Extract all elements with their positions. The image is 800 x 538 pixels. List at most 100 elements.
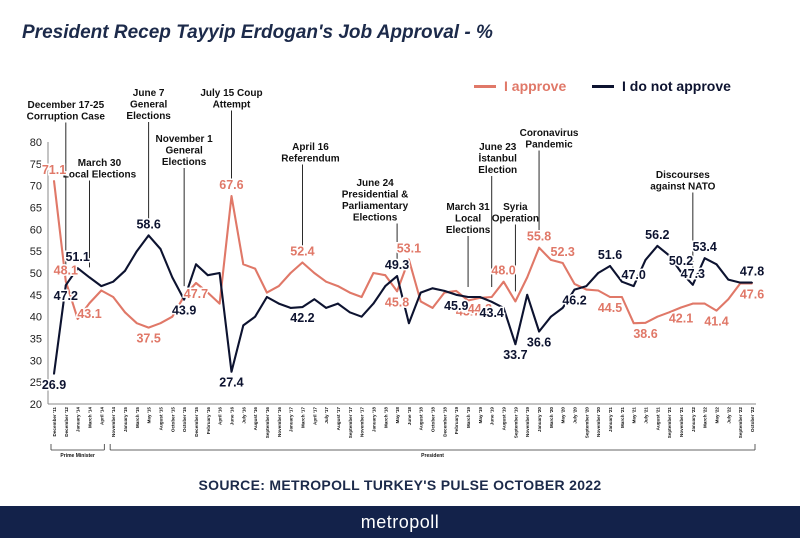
x-tick-label: January '18 <box>371 407 376 433</box>
x-tick-label: October '15 <box>170 407 175 433</box>
annotation-text: Election <box>478 165 517 176</box>
data-point-disapprove <box>254 315 257 318</box>
x-tick-label: November '14 <box>111 407 116 437</box>
data-label-approve: 41.4 <box>704 315 728 329</box>
data-point-disapprove <box>100 285 103 287</box>
data-point-disapprove <box>325 307 328 309</box>
data-label-approve: 38.6 <box>633 327 657 341</box>
data-point-approve <box>313 272 316 274</box>
data-label-halo: 67.6 <box>219 178 243 192</box>
data-label-approve: 48.1 <box>54 263 78 277</box>
x-tick-label: June '16 <box>229 407 234 426</box>
data-point-disapprove <box>632 285 635 287</box>
data-point-disapprove <box>514 343 517 346</box>
data-point-approve <box>644 321 647 324</box>
data-point-disapprove <box>348 311 351 314</box>
x-tick-label: August '18 <box>419 407 424 431</box>
data-label-halo: 53.4 <box>693 240 717 254</box>
data-point-disapprove <box>384 285 387 287</box>
y-tick-label: 30 <box>30 355 42 367</box>
data-point-approve <box>337 285 339 287</box>
annotation-text: Corruption Case <box>27 112 106 123</box>
x-tick-label: March '21 <box>620 407 625 428</box>
data-label-halo: 42.2 <box>290 311 314 325</box>
data-label-halo: 50.2 <box>669 254 693 268</box>
x-tick-label: May '18 <box>395 407 400 424</box>
annotation-text: Elections <box>162 157 207 168</box>
data-point-disapprove <box>680 271 682 274</box>
legend-swatch-approve <box>474 84 496 88</box>
data-label-disapprove: 43.4 <box>480 306 504 320</box>
data-point-disapprove <box>751 281 753 284</box>
data-point-disapprove <box>183 298 186 301</box>
legend-label-approve: I approve <box>504 78 567 94</box>
data-point-approve <box>171 315 174 318</box>
data-label-approve: 44.3 <box>468 302 492 316</box>
chart-title: President Recep Tayyip Erdogan's Job App… <box>22 22 493 43</box>
data-point-disapprove <box>372 302 375 305</box>
x-tick-label: August '21 <box>655 407 660 431</box>
data-point-approve <box>715 309 718 312</box>
annotation-text: Local Elections <box>63 170 137 181</box>
data-point-approve <box>526 276 529 279</box>
data-label-disapprove: 51.6 <box>598 248 622 262</box>
y-tick-label: 75 <box>30 159 42 171</box>
x-tick-label: July '16 <box>241 407 246 424</box>
y-tick-label: 25 <box>30 377 42 389</box>
legend-item-disapprove: I do not approve <box>592 78 731 94</box>
data-point-approve <box>348 291 351 294</box>
data-label-disapprove: 47.8 <box>740 265 764 279</box>
data-point-approve <box>538 246 540 249</box>
annotation-text: Referendum <box>281 154 339 165</box>
data-point-disapprove <box>431 287 434 290</box>
data-point-approve <box>254 267 257 270</box>
x-tick-label: September '17 <box>348 407 353 439</box>
source-note: SOURCE: METROPOLL TURKEY'S PULSE OCTOBER… <box>198 477 602 493</box>
data-label-halo: 47.3 <box>681 267 705 281</box>
x-tick-label: November '17 <box>360 407 365 437</box>
data-point-disapprove <box>159 248 162 250</box>
annotation-text: June 23 <box>479 142 517 153</box>
data-point-disapprove <box>526 293 529 296</box>
data-point-approve <box>514 300 517 303</box>
x-tick-label: May '19 <box>478 407 483 424</box>
data-label-halo: 71.1 <box>42 163 66 177</box>
x-tick-label: July '21 <box>644 407 649 424</box>
annotation-text: Pandemic <box>525 140 573 151</box>
data-label-halo: 46.2 <box>562 294 586 308</box>
legend-swatch-disapprove <box>592 84 614 88</box>
legend-label-disapprove: I do not approve <box>622 78 731 94</box>
data-point-disapprove <box>715 263 718 266</box>
data-label-approve: 55.8 <box>527 230 551 244</box>
x-tick-label: October '15 <box>182 407 187 433</box>
x-tick-label: November '19 <box>525 407 530 437</box>
data-point-disapprove <box>124 269 126 272</box>
data-label-disapprove: 27.4 <box>219 376 243 390</box>
data-point-disapprove <box>502 307 505 309</box>
x-tick-label: October '18 <box>431 407 436 433</box>
data-point-approve <box>325 280 328 283</box>
annotation-text: December 17-25 <box>27 100 104 111</box>
data-label-disapprove: 47.3 <box>681 267 705 281</box>
data-label-halo: 42.1 <box>669 311 693 325</box>
data-point-approve <box>242 263 245 266</box>
data-label-approve: 52.4 <box>290 245 314 259</box>
data-label-approve: 67.6 <box>219 178 243 192</box>
data-label-halo: 47.0 <box>622 268 646 282</box>
data-label-approve: 43.1 <box>77 307 101 321</box>
data-label-disapprove: 36.6 <box>527 336 551 350</box>
data-point-disapprove <box>195 263 197 266</box>
data-label-halo: 58.6 <box>136 217 160 231</box>
annotation-text: Discourses <box>656 170 710 181</box>
x-tick-label: June '18 <box>407 407 412 426</box>
data-label-halo: 48.1 <box>54 263 78 277</box>
data-point-disapprove <box>620 280 623 283</box>
x-tick-label: January '20 <box>537 407 542 433</box>
x-tick-label: May '20 <box>561 407 566 424</box>
data-point-approve <box>680 306 682 309</box>
period-label: President <box>421 453 444 459</box>
